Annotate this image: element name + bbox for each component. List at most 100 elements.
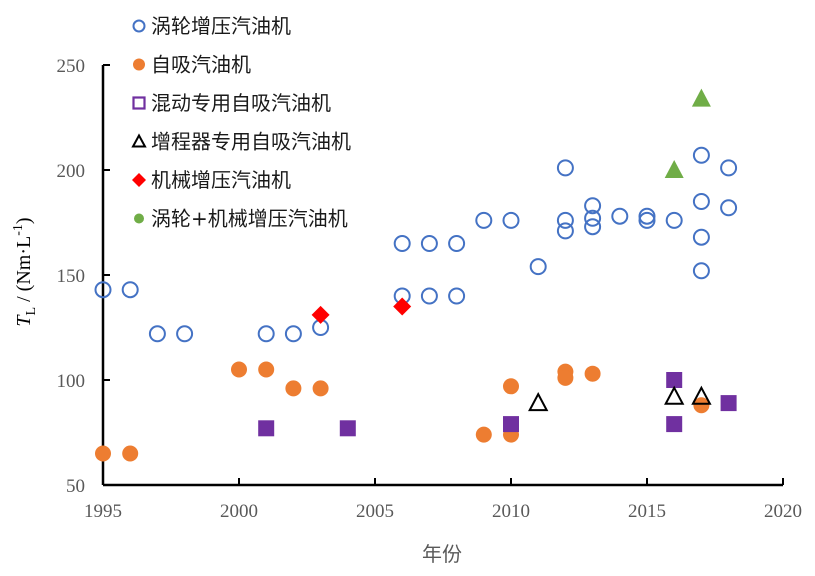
x-axis-title: 年份 [422, 542, 462, 566]
data-point [121, 281, 139, 299]
data-point [638, 207, 656, 225]
data-point [720, 159, 738, 177]
data-point [231, 361, 247, 378]
data-point [638, 211, 656, 229]
y-tick-label: 50 [66, 476, 85, 497]
data-point [258, 420, 275, 437]
data-point [584, 197, 602, 215]
data-point [503, 416, 519, 433]
legend-item: 涡轮+机械增压汽油机 [134, 207, 348, 231]
data-point [556, 211, 574, 229]
series-5 [311, 297, 412, 324]
y-axis-unit: / (Nm·L [13, 236, 35, 307]
data-point [475, 426, 492, 443]
legend-item: 自吸汽油机 [133, 53, 251, 77]
data-point [312, 380, 329, 397]
data-point [693, 397, 710, 414]
data-point [94, 281, 112, 299]
data-point [692, 193, 710, 210]
data-point [420, 287, 438, 305]
data-point [393, 297, 412, 316]
legend-marker [132, 96, 146, 110]
data-point [664, 160, 684, 178]
y-axis-subscript: L [24, 307, 39, 316]
y-axis-symbol: T [13, 314, 35, 327]
data-point [95, 445, 111, 462]
series-4 [528, 385, 712, 412]
data-point [666, 416, 683, 433]
data-point [339, 420, 356, 437]
data-point [257, 325, 275, 343]
data-point [692, 228, 710, 246]
legend: 涡轮增压汽油机自吸汽油机混动专用自吸汽油机增程器专用自吸汽油机机械增压汽油机涡轮… [131, 14, 351, 231]
data-points [94, 88, 738, 462]
x-tick-label: 2020 [764, 501, 802, 522]
series-6 [664, 88, 711, 178]
data-point [284, 325, 302, 343]
data-point [148, 325, 166, 343]
legend-label: 增程器专用自吸汽油机 [151, 130, 351, 154]
legend-marker [132, 19, 146, 33]
legend-item: 混动专用自吸汽油机 [132, 91, 331, 115]
x-tick-label: 2010 [492, 501, 530, 522]
data-point [666, 372, 683, 388]
legend-label: 涡轮增压汽油机 [151, 14, 291, 38]
data-point [556, 222, 574, 240]
data-point [393, 235, 411, 252]
x-tick-label: 2015 [628, 501, 666, 522]
data-point [664, 385, 685, 405]
series-3 [258, 372, 737, 437]
data-point [692, 262, 710, 280]
series-1 [94, 146, 738, 343]
y-axis-unit-exponent: -1 [11, 224, 26, 236]
y-tick-label: 150 [57, 266, 86, 287]
legend-marker [131, 133, 147, 148]
legend-item: 涡轮增压汽油机 [132, 14, 291, 38]
data-point [475, 211, 493, 229]
data-point [665, 211, 683, 229]
data-point [584, 218, 602, 236]
data-point [611, 207, 629, 225]
y-tick-label: 200 [57, 161, 86, 182]
data-point [122, 445, 139, 462]
legend-marker [133, 58, 145, 71]
x-tick-label: 2005 [356, 501, 394, 522]
data-point [584, 209, 602, 227]
y-axis-unit-close: ) [13, 217, 35, 224]
legend-item: 增程器专用自吸汽油机 [131, 130, 351, 154]
data-point [448, 287, 466, 305]
data-point [692, 146, 710, 164]
legend-label: 涡轮+机械增压汽油机 [151, 207, 348, 231]
legend-item: 机械增压汽油机 [132, 168, 291, 192]
legend-label: 机械增压汽油机 [151, 168, 291, 192]
legend-label: 自吸汽油机 [151, 53, 251, 77]
legend-marker [134, 213, 144, 224]
legend-label: 混动专用自吸汽油机 [151, 91, 331, 115]
data-point [311, 305, 330, 324]
data-point [502, 211, 520, 229]
data-point [503, 378, 519, 395]
data-point [584, 365, 601, 382]
y-tick-label: 250 [57, 56, 86, 77]
y-axis-title: TL / (Nm·L-1) [11, 217, 39, 326]
data-point [557, 369, 574, 386]
data-point [258, 361, 275, 378]
x-tick-label: 2000 [220, 501, 258, 522]
data-point [528, 391, 549, 412]
data-point [420, 235, 438, 252]
series-2 [95, 361, 710, 462]
axes [101, 64, 784, 487]
tick-labels: 50 100 150 200 250 1995 2000 2005 2010 2015 2020 [57, 56, 803, 522]
data-point [691, 88, 711, 107]
x-tick-label: 1995 [84, 501, 122, 522]
data-point [720, 199, 738, 217]
data-point [691, 385, 712, 405]
legend-marker [132, 173, 146, 187]
data-point [176, 325, 194, 343]
data-point [448, 235, 466, 252]
data-point [285, 380, 302, 397]
data-point [720, 395, 737, 412]
data-point [556, 159, 574, 177]
y-tick-label: 100 [57, 371, 86, 392]
